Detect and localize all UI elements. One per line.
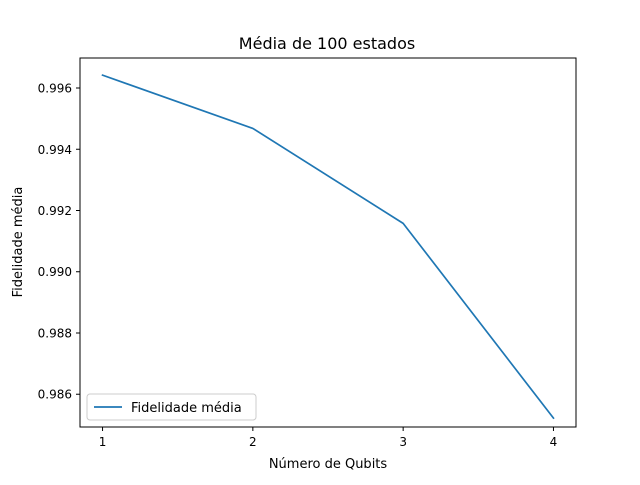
y-tick-label: 0.990: [38, 265, 72, 279]
x-axis-label: Número de Qubits: [269, 457, 388, 472]
y-tick-label: 0.994: [38, 143, 72, 157]
x-tick-label: 4: [550, 435, 558, 449]
x-tick-label: 2: [249, 435, 257, 449]
x-tick-label: 3: [399, 435, 407, 449]
y-tick-label: 0.996: [38, 82, 72, 96]
y-tick-label: 0.992: [38, 204, 72, 218]
chart-title: Média de 100 estados: [239, 34, 415, 53]
y-tick-label: 0.988: [38, 326, 72, 340]
plot-area: [80, 58, 576, 427]
x-tick-label: 1: [99, 435, 107, 449]
y-tick-label: 0.986: [38, 388, 72, 402]
y-axis-label: Fidelidade média: [11, 187, 26, 298]
legend: Fidelidade média: [87, 394, 256, 420]
legend-label: Fidelidade média: [131, 401, 242, 416]
